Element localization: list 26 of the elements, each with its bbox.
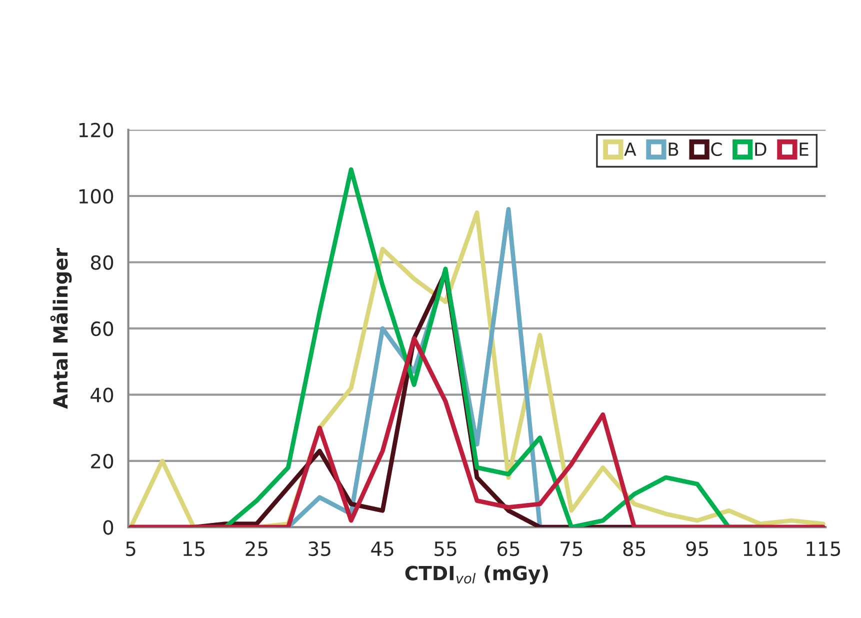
y-tick-label: 40 (90, 388, 114, 402)
x-tick-label: 5 (126, 542, 136, 556)
x-axis-title: CTDI$_{vol}$ (mGy) (405, 565, 548, 584)
legend-label: D (755, 142, 766, 156)
y-tick-label: 60 (91, 321, 114, 336)
y-tick-label: 100 (79, 188, 114, 204)
x-tick-label: 85 (623, 541, 646, 556)
x-tick-label: 95 (686, 541, 708, 556)
x-tick-label: 75 (560, 542, 582, 556)
legend-label: C (711, 142, 722, 156)
x-tick-label: 105 (744, 541, 778, 556)
x-tick-label: 115 (806, 542, 840, 556)
x-tick-label: 55 (434, 542, 456, 556)
x-tick-label: 15 (184, 542, 204, 556)
y-tick-label: 0 (103, 520, 114, 535)
x-tick-label: 45 (371, 542, 394, 556)
x-tick-label: 25 (246, 541, 268, 556)
y-tick-label: 120 (79, 122, 114, 138)
x-tick-label: 35 (308, 541, 330, 556)
x-tick-label: 65 (497, 541, 520, 556)
y-tick-label: 80 (90, 255, 114, 270)
legend-label: B (668, 142, 678, 156)
y-axis-title: Antal Målinger (50, 248, 72, 409)
y-tick-label: 20 (91, 454, 114, 469)
legend-label: A (624, 142, 636, 156)
legend-label: E (800, 142, 808, 156)
